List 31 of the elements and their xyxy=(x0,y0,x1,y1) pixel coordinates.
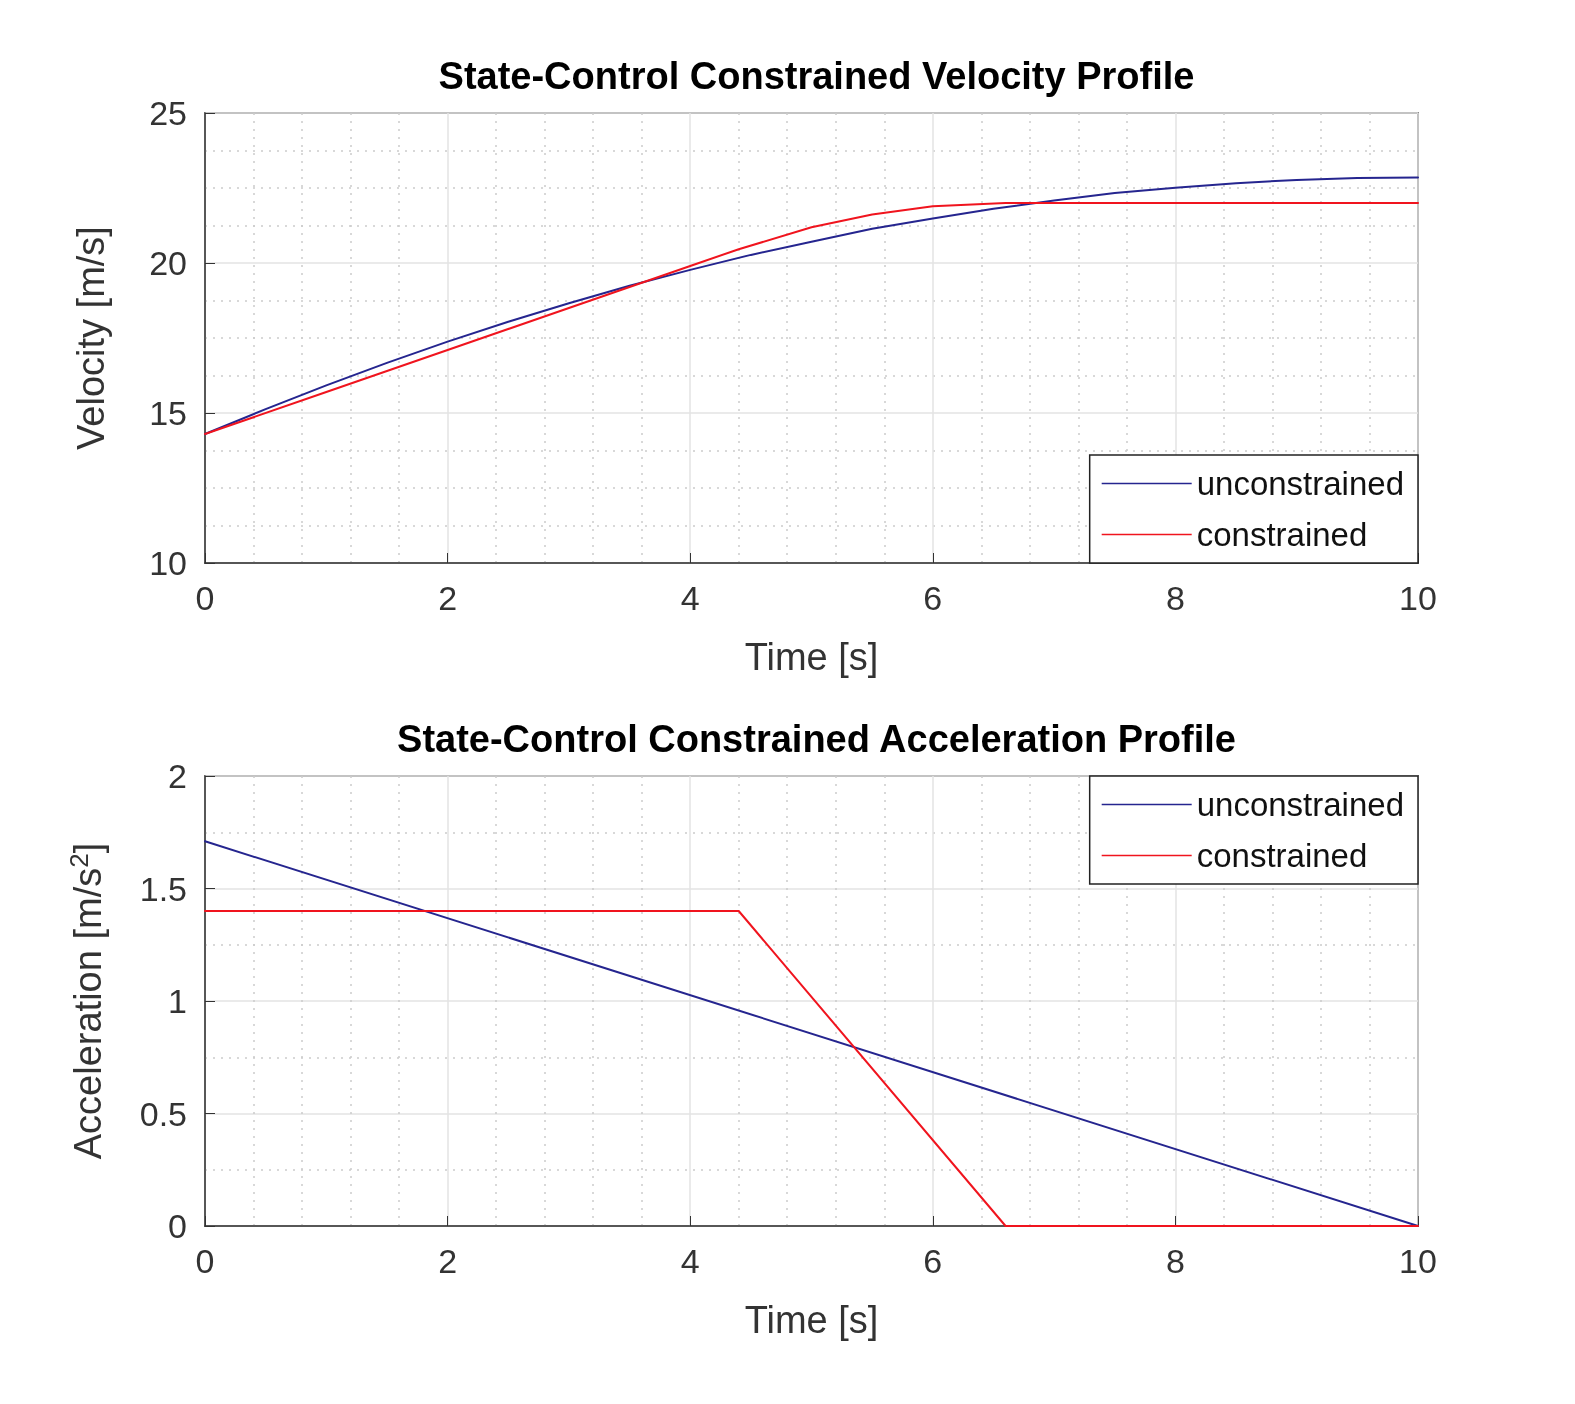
x-tick-label: 6 xyxy=(923,1242,943,1280)
y-tick-label: 20 xyxy=(149,244,187,282)
y-tick-label: 25 xyxy=(149,94,187,132)
x-axis-title: Time [s] xyxy=(744,1299,879,1341)
legend-label: constrained xyxy=(1196,516,1368,553)
x-tick-label: 4 xyxy=(680,579,700,617)
x-axis-title: Time [s] xyxy=(744,636,879,678)
y-tick-label: 0.5 xyxy=(139,1094,187,1133)
x-tick-label: 0 xyxy=(195,579,215,617)
y-axis-title: Acceleration [m/s2] xyxy=(64,842,109,1160)
y-tick-label: 0 xyxy=(168,1207,187,1245)
x-tick-label: 6 xyxy=(923,579,943,617)
x-tick-label: 10 xyxy=(1399,1242,1437,1280)
x-tick-label: 2 xyxy=(438,1242,458,1280)
x-tick-label: 0 xyxy=(195,1242,215,1280)
y-tick-label: 10 xyxy=(149,544,187,582)
chart-title: State-Control Constrained Acceleration Profile xyxy=(397,718,1236,760)
x-tick-label: 10 xyxy=(1399,579,1437,617)
y-axis-title: Velocity [m/s] xyxy=(70,226,112,450)
y-tick-label: 15 xyxy=(149,394,187,432)
x-tick-label: 2 xyxy=(438,579,458,617)
x-tick-label: 8 xyxy=(1165,579,1185,617)
chart-title: State-Control Constrained Velocity Profile xyxy=(438,55,1195,97)
legend-label: unconstrained xyxy=(1196,465,1405,502)
x-tick-label: 8 xyxy=(1165,1242,1185,1280)
y-tick-label: 1.5 xyxy=(139,869,187,908)
legend-label: unconstrained xyxy=(1196,786,1405,823)
x-tick-label: 4 xyxy=(680,1242,700,1280)
legend-label: constrained xyxy=(1196,837,1368,874)
y-tick-label: 2 xyxy=(168,757,187,795)
y-tick-label: 1 xyxy=(168,982,187,1020)
